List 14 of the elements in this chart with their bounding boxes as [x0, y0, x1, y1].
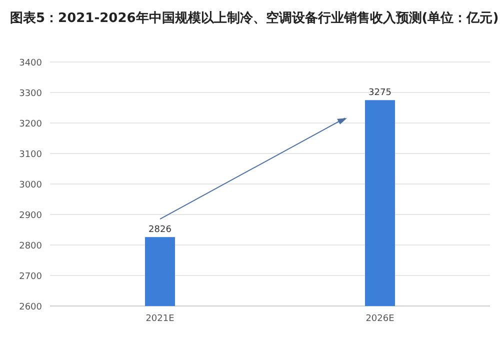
y-tick-label: 2900	[19, 211, 42, 221]
y-tick-label: 3400	[19, 58, 42, 68]
y-tick-label: 2700	[19, 272, 42, 282]
title: 图表5：2021-2026年中国规模以上制冷、空调设备行业销售收入预测(单位：亿元)	[10, 11, 499, 26]
y-tick-label: 2800	[19, 242, 42, 252]
data-label: 2826	[148, 225, 172, 236]
x-tick-label: 2021E	[146, 314, 175, 324]
y-tick-label: 2600	[19, 302, 42, 312]
x-tick-label: 2026E	[366, 314, 395, 324]
y-tick-label: 3200	[19, 120, 42, 130]
data-label: 3275	[368, 88, 392, 98]
y-tick-label: 3000	[19, 180, 42, 190]
y-tick-label: 3300	[19, 89, 42, 99]
y-tick-label: 3100	[19, 150, 42, 160]
